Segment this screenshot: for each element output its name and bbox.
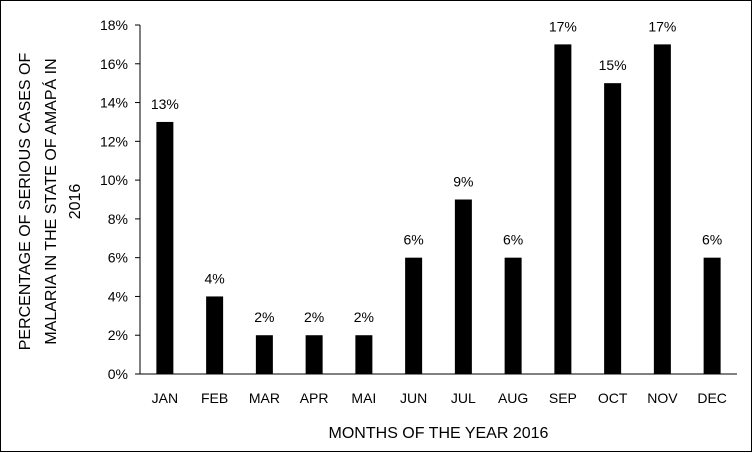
bar-oct <box>604 83 622 375</box>
y-tick-label: 0% <box>108 366 128 382</box>
bar-aug <box>504 257 522 374</box>
y-axis-ticks: 0% 2% 4% 6% 8% 10% 12% 14% 16% 18% <box>100 17 140 382</box>
data-label: 9% <box>453 174 473 190</box>
data-label: 6% <box>503 232 523 248</box>
x-tick-label: APR <box>300 390 329 406</box>
data-label: 15% <box>599 57 627 73</box>
data-labels: 13% 4% 2% 2% 2% 6% 9% 6% 17% 15% 17% 6% <box>151 18 722 325</box>
y-tick-label: 16% <box>100 56 128 72</box>
data-label: 6% <box>404 232 424 248</box>
bar-jan <box>156 121 174 374</box>
y-tick-label: 8% <box>108 211 128 227</box>
x-tick-label: FEB <box>201 390 228 406</box>
bar-feb <box>206 296 224 374</box>
bars <box>156 44 721 375</box>
x-tick-label: OCT <box>598 390 628 406</box>
y-axis-label-line: PERCENTAGE OF SERIOUS CASES OF <box>17 53 34 351</box>
y-tick-label: 12% <box>100 133 128 149</box>
x-tick-label: MAR <box>249 390 280 406</box>
data-label: 17% <box>648 18 676 34</box>
y-tick-label: 10% <box>100 172 128 188</box>
x-tick-label: NOV <box>647 390 678 406</box>
data-label: 6% <box>702 232 722 248</box>
x-tick-label: AUG <box>498 390 528 406</box>
data-label: 2% <box>304 309 324 325</box>
y-axis-label-line: 2016 <box>67 184 84 220</box>
y-tick-label: 6% <box>108 250 128 266</box>
bar-jul <box>454 199 472 374</box>
y-tick-label: 14% <box>100 95 128 111</box>
x-tick-label: JAN <box>152 390 178 406</box>
x-tick-label: MAI <box>351 390 376 406</box>
data-label: 2% <box>254 309 274 325</box>
data-label: 4% <box>205 270 225 286</box>
data-label: 2% <box>354 309 374 325</box>
y-axis-label: PERCENTAGE OF SERIOUS CASES OF MALARIA IN… <box>17 53 84 351</box>
data-label: 13% <box>151 96 179 112</box>
bar-nov <box>653 44 671 375</box>
bar-dec <box>703 257 721 374</box>
bar-mar <box>255 335 273 374</box>
y-axis-label-line: MALARIA IN THE STATE OF AMAPÁ IN <box>41 58 60 344</box>
y-tick-label: 18% <box>100 17 128 33</box>
bar-sep <box>554 44 572 375</box>
x-tick-label: SEP <box>549 390 577 406</box>
y-tick-label: 4% <box>108 288 128 304</box>
bar-jun <box>405 257 423 374</box>
bar-apr <box>305 335 323 374</box>
y-tick-label: 2% <box>108 327 128 343</box>
x-tick-label: DEC <box>697 390 727 406</box>
x-axis-label: MONTHS OF THE YEAR 2016 <box>329 425 549 442</box>
x-tick-label: JUN <box>400 390 427 406</box>
bar-mai <box>355 335 373 374</box>
x-axis-ticks: JAN FEB MAR APR MAI JUN JUL AUG SEP OCT NOV DEC <box>152 390 727 406</box>
data-label: 17% <box>549 18 577 34</box>
x-tick-label: JUL <box>451 390 476 406</box>
